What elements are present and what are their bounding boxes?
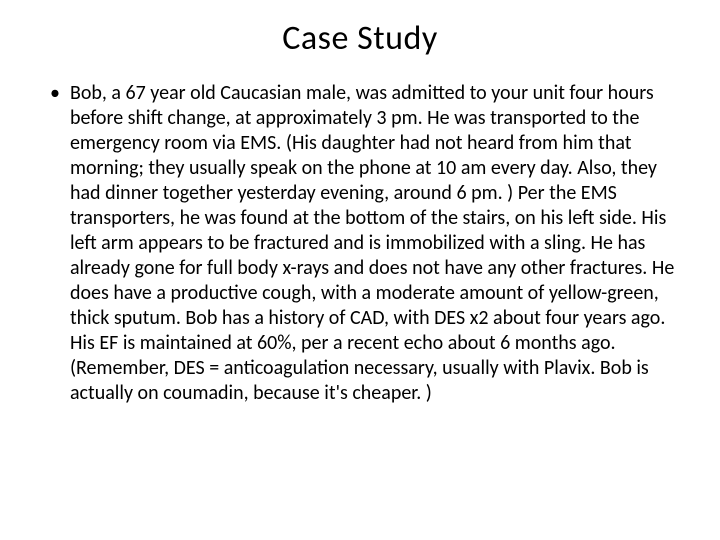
slide-title: Case Study xyxy=(40,18,680,59)
bullet-glyph: • xyxy=(50,81,60,106)
bullet-item: • Bob, a 67 year old Caucasian male, was… xyxy=(74,81,680,406)
body-paragraph: Bob, a 67 year old Caucasian male, was a… xyxy=(70,81,680,406)
slide-body: • Bob, a 67 year old Caucasian male, was… xyxy=(40,81,680,406)
